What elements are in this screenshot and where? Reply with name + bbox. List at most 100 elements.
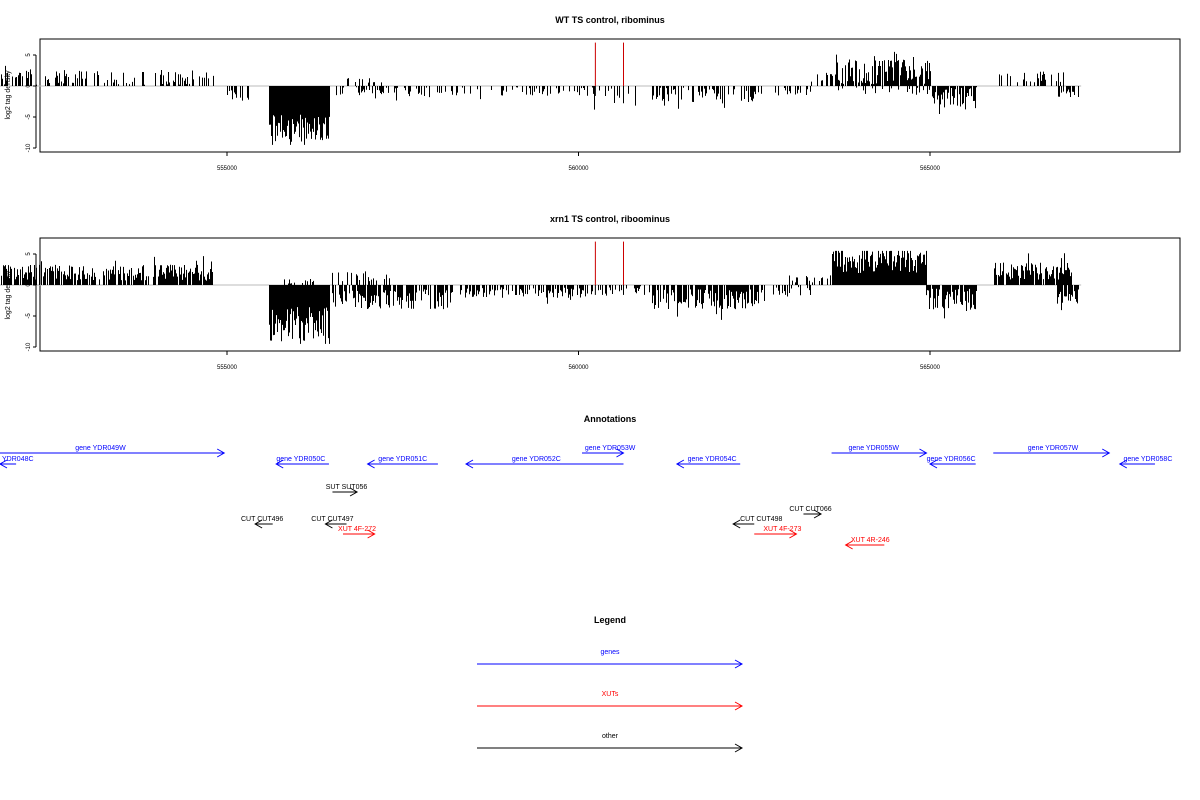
x-tick-label: 555000 xyxy=(217,365,238,371)
feature-arrow-head xyxy=(275,459,284,469)
y-tick-label: -10 xyxy=(26,342,32,351)
feature-label: gene YDR050C xyxy=(276,456,325,463)
x-axis-wt: 555000 560000 565000 xyxy=(217,152,941,172)
annotation-feature: gene YDR056C xyxy=(927,456,976,469)
y-axis-wt: -10 -5 0 5 xyxy=(26,53,37,152)
density-bars-xrn1 xyxy=(1,250,1079,344)
legend-label: genes xyxy=(600,649,620,656)
annotations-title: Annotations xyxy=(584,414,637,424)
x-axis-xrn1: 555000 560000 565000 xyxy=(217,351,941,371)
legend-arrow-head xyxy=(734,659,744,669)
feature-label: gene YDR057W xyxy=(1028,445,1079,452)
feature-label: gene YDR058C xyxy=(1123,456,1172,463)
y-axis-label-wt: log2 tag density xyxy=(5,70,12,120)
feature-arrow-head xyxy=(216,448,226,458)
annotation-feature: gene YDR050C xyxy=(275,456,329,469)
feature-label: CUT CUT497 xyxy=(311,516,353,523)
legend: Legend genes XUTs other xyxy=(477,615,744,753)
legend-item: XUTs xyxy=(477,691,744,711)
y-axis-xrn1: -10 -5 0 5 xyxy=(26,252,37,351)
y-tick-label: -5 xyxy=(26,114,32,120)
annotation-feature: gene YDR049W xyxy=(0,445,226,458)
red-markers-wt xyxy=(594,42,624,96)
feature-arrow-head xyxy=(366,459,375,469)
feature-arrow-head xyxy=(844,540,853,550)
y-tick-label: 5 xyxy=(26,252,32,256)
y-tick-label: 5 xyxy=(26,53,32,57)
annotation-feature: gene YDR055W xyxy=(831,445,928,458)
annotation-feature: CUT CUT498 xyxy=(732,516,783,529)
density-bars-wt xyxy=(1,51,1079,145)
y-tick-label: -10 xyxy=(26,143,32,152)
plot-frame-wt xyxy=(39,38,1181,153)
feature-arrow-head xyxy=(813,509,823,519)
feature-arrow-head xyxy=(324,519,333,529)
feature-label: gene YDR055W xyxy=(849,445,900,452)
feature-label: gene YDR049W xyxy=(75,445,126,452)
panel-xrn1: xrn1 TS control, riboominus log2 tag den… xyxy=(0,214,1181,371)
feature-label: gene YDR052C xyxy=(512,456,561,463)
feature-label: gene YDR056C xyxy=(927,456,976,463)
annotation-feature: gene YDR051C xyxy=(366,456,438,469)
feature-arrow-head xyxy=(0,459,8,469)
annotation-feature: CUT CUT496 xyxy=(241,516,283,529)
annotations-track: Annotations DR047Wgene YDR049Wgene YDR04… xyxy=(0,414,1172,550)
annotation-feature: gene YDR048C xyxy=(0,456,34,469)
x-tick-label: 565000 xyxy=(920,365,941,371)
feature-arrow-head xyxy=(675,459,685,469)
y-tick-label: 0 xyxy=(26,283,32,287)
legend-label: XUTs xyxy=(602,691,619,698)
feature-arrow-head xyxy=(349,487,359,497)
y-tick-label: -5 xyxy=(26,313,32,319)
feature-arrow-head xyxy=(1118,459,1128,469)
legend-item: genes xyxy=(477,649,744,669)
y-tick-label: 0 xyxy=(26,84,32,88)
feature-label: gene YDR053W xyxy=(585,445,636,452)
legend-title: Legend xyxy=(594,615,626,625)
annotation-feature: gene YDR053W xyxy=(582,445,636,458)
feature-arrow-head xyxy=(789,529,798,539)
annotation-feature: SUT SUT056 xyxy=(326,484,368,497)
feature-label: CUT CUT498 xyxy=(740,516,782,523)
feature-label: CUT CUT496 xyxy=(241,516,283,523)
x-tick-label: 560000 xyxy=(568,365,589,371)
annotation-feature: gene YDR057W xyxy=(993,445,1111,458)
panel-title-xrn1: xrn1 TS control, riboominus xyxy=(550,214,670,224)
annotation-feature: XUT 4R-246 xyxy=(844,537,890,550)
legend-item: other xyxy=(477,733,744,753)
feature-arrow-head xyxy=(367,529,376,539)
feature-label: XUT 4F-273 xyxy=(763,526,801,533)
feature-arrow-head xyxy=(254,519,263,529)
feature-arrow-head xyxy=(1102,448,1111,458)
feature-label: XUT 4R-246 xyxy=(851,537,890,544)
feature-arrow-head xyxy=(919,448,928,458)
legend-label: other xyxy=(602,733,619,740)
legend-items: genes XUTs other xyxy=(477,649,744,753)
annotation-feature: gene YDR058C xyxy=(1118,456,1172,469)
legend-arrow-head xyxy=(734,743,744,753)
feature-arrow-head xyxy=(465,459,474,469)
feature-label: gene YDR051C xyxy=(378,456,427,463)
legend-arrow-head xyxy=(734,701,744,711)
annotation-feature: gene YDR054C xyxy=(675,456,741,469)
y-axis-label-xrn1: log2 tag density xyxy=(5,270,12,320)
x-tick-label: 565000 xyxy=(920,166,941,172)
feature-label: gene YDR054C xyxy=(688,456,737,463)
x-tick-label: 555000 xyxy=(217,166,238,172)
annotation-feature: XUT 4F-272 xyxy=(338,526,376,539)
plot-frame-xrn1 xyxy=(39,237,1181,352)
annotation-feature: CUT CUT497 xyxy=(311,516,354,529)
feature-label: XUT 4F-272 xyxy=(338,526,376,533)
annotation-feature: XUT 4F-273 xyxy=(754,526,801,539)
panel-title-wt: WT TS control, ribominus xyxy=(555,15,665,25)
feature-label: CUT CUT066 xyxy=(789,506,831,513)
annotation-feature: gene YDR052C xyxy=(465,456,624,469)
x-tick-label: 560000 xyxy=(568,166,589,172)
panel-wt: WT TS control, ribominus log2 tag densit… xyxy=(0,15,1181,172)
annotation-feature: CUT CUT066 xyxy=(789,506,832,519)
feature-label: SUT SUT056 xyxy=(326,484,368,491)
feature-label: gene YDR048C xyxy=(0,456,34,463)
feature-arrow-head xyxy=(928,459,938,469)
